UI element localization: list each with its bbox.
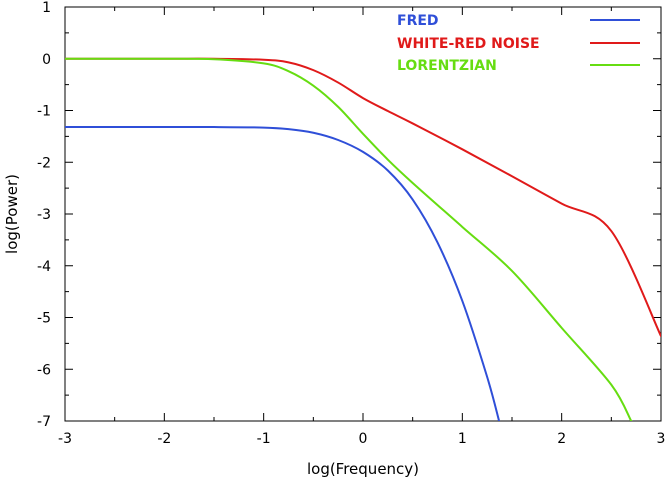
x-tick-label: -3 (58, 431, 72, 447)
x-tick-label: 2 (557, 431, 566, 447)
y-tick-label: -5 (37, 311, 51, 327)
series-line-lorentzian (65, 57, 633, 421)
y-tick-label: 0 (42, 52, 51, 68)
y-tick-label: -7 (37, 414, 51, 430)
y-axis-label: log(Power) (3, 174, 21, 254)
y-tick-label: -2 (37, 155, 51, 171)
y-tick-label: -6 (37, 362, 51, 378)
plot-area: -3 -2 -1 0 1 2 3 1 0 -1 -2 -3 -4 -5 -6 -7 log(Frequency)… (3, 0, 665, 478)
legend-label-lorentzian: LORENTZIAN (397, 58, 497, 74)
x-tick-label: 0 (359, 431, 368, 447)
series-group (65, 57, 661, 421)
series-line-fred (65, 126, 501, 421)
plot-frame (64, 6, 662, 422)
y-tick-label: -3 (37, 207, 51, 223)
y-tick-label: 1 (42, 0, 51, 16)
y-tick-label: -1 (37, 104, 51, 120)
x-tick-label: -1 (257, 431, 271, 447)
legend-label-fred: FRED (397, 13, 439, 29)
x-axis-label: log(Frequency) (307, 460, 419, 478)
x-tick-label: 1 (458, 431, 467, 447)
y-tick-label: -4 (37, 259, 51, 275)
series-line-white-red-noise (65, 57, 661, 338)
x-tick-label: -2 (157, 431, 171, 447)
x-tick-label: 3 (657, 431, 666, 447)
legend-label-white-red-noise: WHITE-RED NOISE (397, 36, 540, 52)
